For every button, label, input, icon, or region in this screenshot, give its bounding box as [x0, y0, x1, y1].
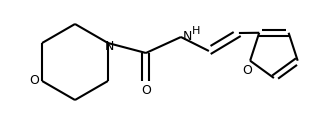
- Text: O: O: [242, 64, 252, 77]
- Text: N: N: [105, 40, 115, 53]
- Text: N: N: [183, 30, 192, 43]
- Text: H: H: [192, 26, 200, 36]
- Text: O: O: [29, 75, 39, 87]
- Text: O: O: [141, 85, 151, 97]
